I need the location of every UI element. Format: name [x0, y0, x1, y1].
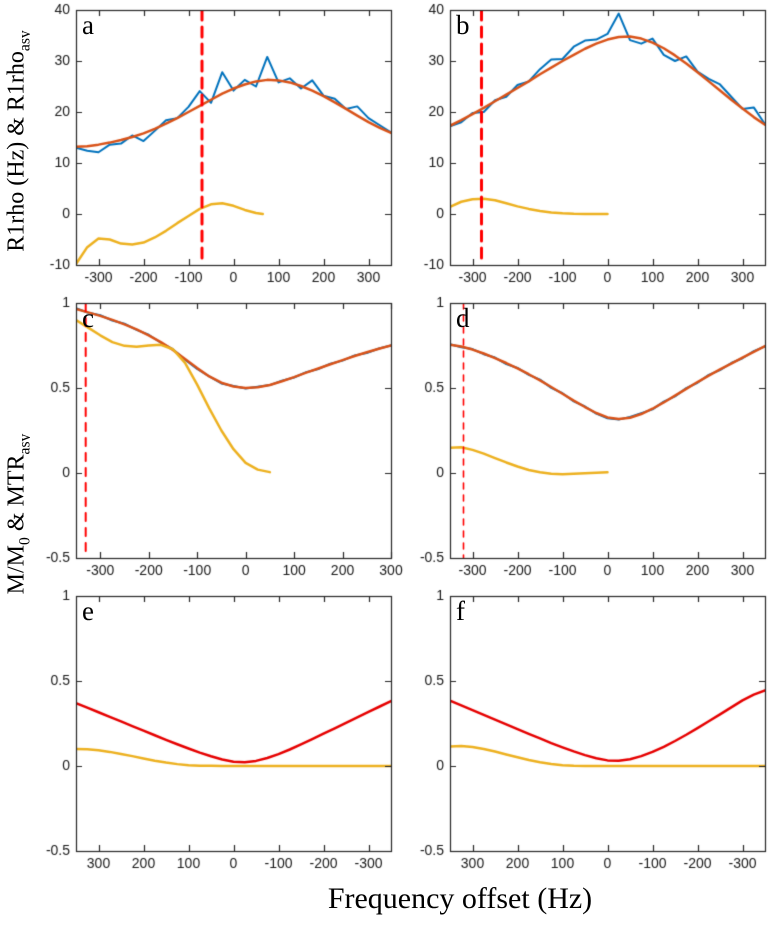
- panel-e-letter: e: [82, 596, 94, 626]
- panel-b-letter: b: [456, 10, 470, 40]
- panel-d: d: [404, 293, 778, 586]
- panel-c-plot: [30, 293, 404, 586]
- panel-a: a: [30, 0, 404, 293]
- y-axis-label-top-text: R1rho (Hz) & R1rho: [3, 51, 30, 252]
- panel-a-letter: a: [82, 10, 94, 40]
- panel-f-plot: [404, 586, 778, 879]
- y-axis-label-mid-text-2: & MTR: [3, 454, 30, 538]
- panel-d-plot: [404, 293, 778, 586]
- y-axis-label-mid-text-1: M/M: [3, 544, 30, 595]
- panel-d-letter: d: [456, 303, 470, 333]
- panel-a-plot: [30, 0, 404, 293]
- panel-e-plot: [30, 586, 404, 879]
- panel-c: c: [30, 293, 404, 586]
- x-axis-label: Frequency offset (Hz): [327, 882, 593, 915]
- panel-b: b: [404, 0, 778, 293]
- panel-c-letter: c: [82, 303, 94, 333]
- panel-f-letter: f: [456, 596, 465, 626]
- panel-b-plot: [404, 0, 778, 293]
- panel-e: e: [30, 586, 404, 879]
- panel-grid: a b c d e f: [30, 0, 778, 879]
- panel-f: f: [404, 586, 778, 879]
